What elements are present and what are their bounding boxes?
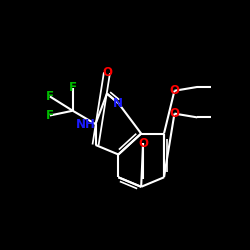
Text: F: F xyxy=(46,90,54,103)
Text: N: N xyxy=(113,97,123,110)
Text: O: O xyxy=(102,66,112,79)
Text: O: O xyxy=(170,107,179,120)
Text: F: F xyxy=(46,109,54,122)
Text: NH: NH xyxy=(76,118,96,130)
Text: F: F xyxy=(69,82,77,94)
Text: O: O xyxy=(170,84,179,97)
Text: O: O xyxy=(138,136,148,149)
